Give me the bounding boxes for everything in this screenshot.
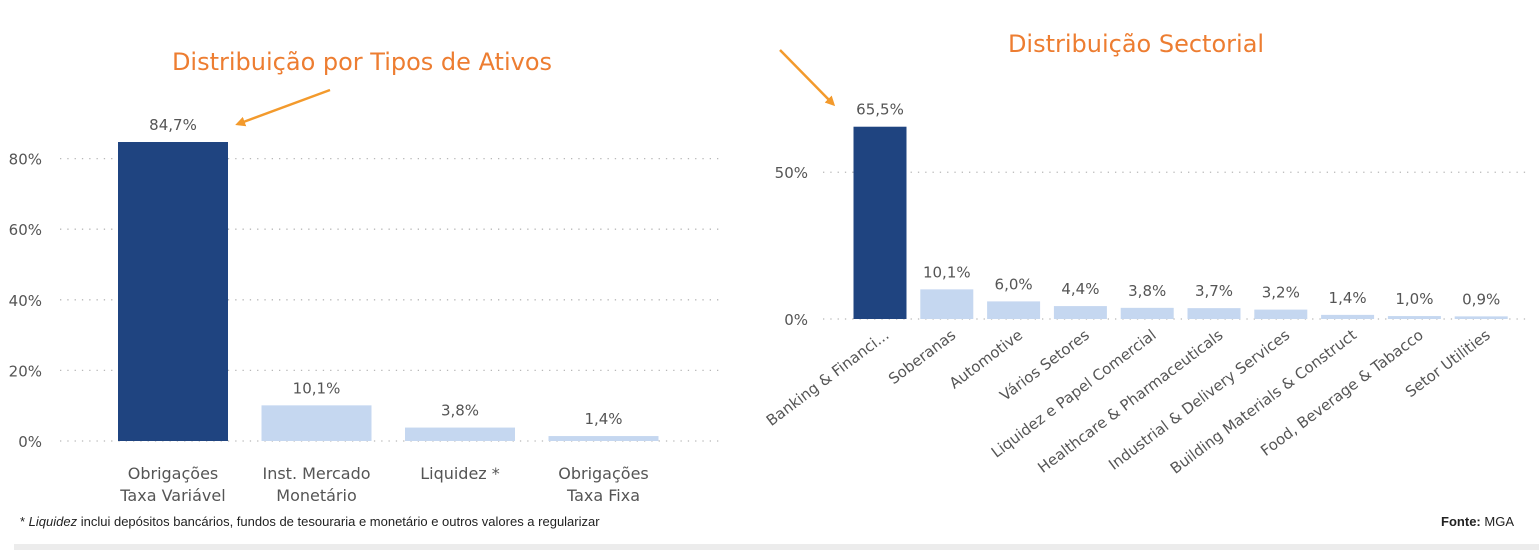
x-tick-label: Obrigações Taxa Fixa: [558, 464, 649, 505]
bottom-divider: [14, 544, 1539, 550]
data-label: 6,0%: [995, 275, 1033, 293]
bar: [1387, 316, 1441, 319]
footnote: * Liquidez inclui depósitos bancários, f…: [20, 514, 600, 529]
y-tick-label: 50%: [775, 164, 808, 182]
bar: [118, 142, 228, 441]
bar: [1120, 307, 1174, 319]
x-tick-label: Inst. Mercado Monetário: [262, 464, 370, 505]
arrow-left-pointer: [235, 88, 331, 127]
y-tick-label: 40%: [9, 292, 42, 310]
footnote-term: Liquidez: [28, 514, 78, 529]
data-label: 10,1%: [293, 379, 341, 397]
bar: [261, 405, 372, 441]
bar: [1254, 309, 1308, 319]
y-tick-label: 0%: [18, 433, 42, 451]
y-tick-label: 0%: [784, 311, 808, 329]
data-label: 3,8%: [1128, 282, 1166, 300]
chart-title: Distribuição Sectorial: [1008, 30, 1264, 58]
source-label: Fonte:: [1441, 514, 1481, 529]
footnote-text: inclui depósitos bancários, fundos de te…: [77, 514, 600, 529]
bar: [548, 436, 659, 441]
footnote-prefix: *: [20, 514, 29, 529]
bar: [405, 427, 515, 441]
x-tick-label: Obrigações Taxa Variável: [119, 464, 225, 505]
y-tick-label: 60%: [9, 221, 42, 239]
bar: [1321, 314, 1375, 319]
y-tick-label: 80%: [9, 151, 42, 169]
chart-title: Distribuição por Tipos de Ativos: [172, 48, 552, 76]
source-value: MGA: [1480, 514, 1514, 529]
data-label: 10,1%: [923, 263, 971, 281]
x-tick-label: Liquidez *: [420, 464, 500, 483]
data-label: 1,4%: [584, 410, 622, 428]
bar: [920, 289, 974, 319]
bar: [1053, 306, 1107, 319]
data-label: 1,0%: [1395, 290, 1433, 308]
x-tick-label-line: Taxa Fixa: [566, 486, 640, 505]
y-tick-label: 20%: [9, 362, 42, 380]
x-tick-label: Banking & Financi...: [763, 326, 893, 430]
asset-type-chart: Distribuição por Tipos de Ativos 0% 20% 40%…: [9, 48, 720, 505]
data-label: 84,7%: [149, 116, 197, 134]
x-tick-label-line: Obrigações: [558, 464, 649, 483]
source-note: Fonte: MGA: [1441, 514, 1514, 529]
x-tick-label-line: Inst. Mercado: [262, 464, 370, 483]
x-tick-label-line: Taxa Variável: [119, 486, 225, 505]
data-label: 3,7%: [1195, 282, 1233, 300]
x-tick-label-line: Liquidez *: [420, 464, 500, 483]
bar: [1187, 308, 1241, 319]
data-label: 1,4%: [1329, 289, 1367, 307]
x-tick-label-line: Monetário: [276, 486, 356, 505]
data-label: 0,9%: [1462, 290, 1500, 308]
bar: [1454, 316, 1508, 319]
data-label: 3,8%: [441, 402, 479, 420]
bar: [987, 301, 1041, 319]
bar: [853, 126, 907, 319]
arrow-right-pointer: [779, 49, 836, 107]
data-label: 3,2%: [1262, 284, 1300, 302]
data-label: 4,4%: [1061, 280, 1099, 298]
x-tick-label-line: Obrigações: [128, 464, 219, 483]
sector-chart: Distribuição Sectorial 0% 50% 65,5% Banking …: [763, 30, 1528, 478]
data-label: 65,5%: [856, 101, 904, 119]
